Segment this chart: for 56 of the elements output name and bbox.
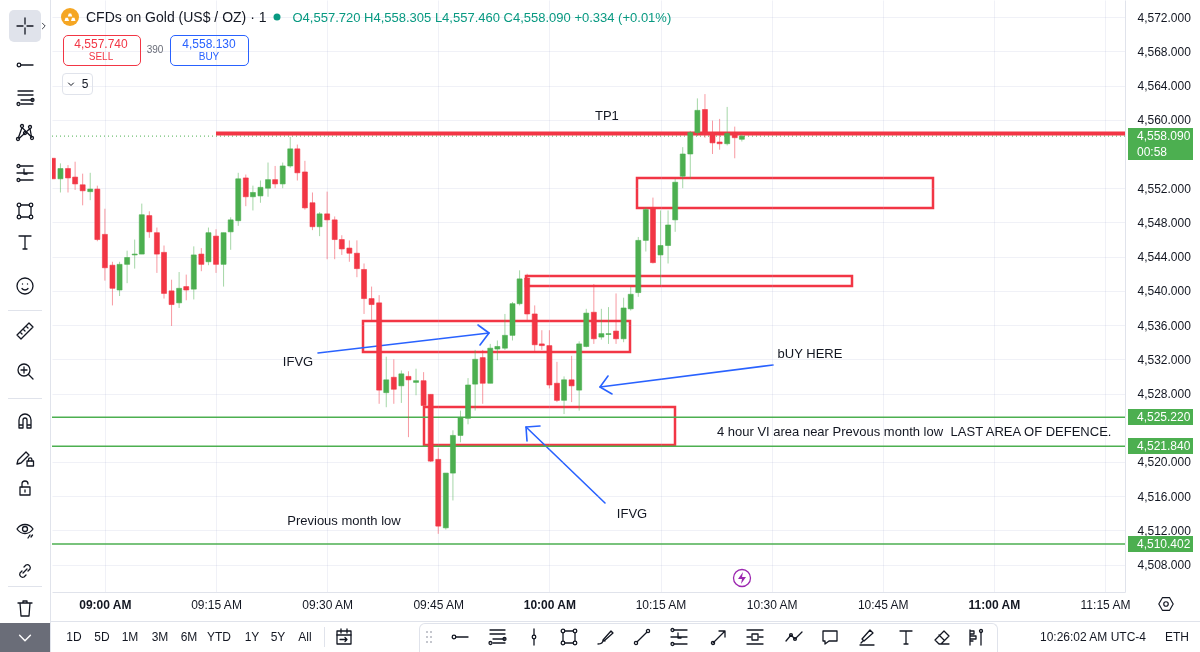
x-tick-label: 11:15 AM — [1080, 597, 1131, 612]
text: 3M — [151, 630, 169, 644]
text: 1D — [66, 630, 82, 644]
y-tick-label: 4,548.000 — [1137, 215, 1192, 230]
annotation: IFVG — [282, 353, 314, 369]
x-tick-label: 11:00 AM — [968, 597, 1021, 612]
x-tick-label: 10:30 AM — [746, 597, 798, 612]
annotation: 4,557.740 — [74, 37, 128, 51]
y-tick-label: 4,544.000 — [1137, 250, 1192, 265]
y-tick-label: 4,572.000 — [1137, 10, 1192, 25]
y-tick-label: 4,564.000 — [1137, 79, 1192, 94]
annotation: 5 — [81, 77, 89, 91]
ref-line-label: 4,521.840 — [1128, 438, 1193, 455]
x-tick-label: 10:45 AM — [857, 597, 909, 612]
annotation: bUY HERE — [777, 345, 843, 361]
text: YTD — [207, 630, 231, 644]
ref-line-label: 4,558.090 — [1128, 128, 1193, 145]
text: CFDs on Gold (US$ / OZ) · 1 — [86, 9, 267, 25]
annotation: 4 hour VI area near Prevous month low — [716, 423, 944, 439]
annotation: 4,558.130 — [182, 37, 236, 51]
y-tick-label: 4,560.000 — [1137, 113, 1192, 128]
ref-line-label: 4,525.220 — [1128, 409, 1193, 426]
text: O4,557.720 H4,558.305 L4,557.460 C4,558.090 +0.334 (+0.01%) — [292, 9, 672, 25]
y-tick-label: 4,568.000 — [1137, 44, 1192, 59]
annotation: Previous month low — [287, 512, 401, 528]
y-tick-label: 4,532.000 — [1137, 352, 1192, 367]
annotation: BUY — [198, 51, 220, 62]
x-tick-label: 09:00 AM — [79, 597, 132, 612]
text: 1Y — [244, 630, 260, 644]
y-tick-label: 4,552.000 — [1137, 181, 1192, 196]
series-label: TP1 — [594, 108, 619, 124]
x-tick-label: 10:15 AM — [635, 597, 687, 612]
x-tick-label: 09:45 AM — [413, 597, 465, 612]
y-tick-label: 4,512.000 — [1137, 523, 1192, 538]
text: 10:26:02 AM UTC-4 — [1039, 630, 1147, 644]
y-tick-label: 4,508.000 — [1137, 558, 1192, 573]
y-tick-label: 4,540.000 — [1137, 284, 1192, 299]
x-tick-label: 10:00 AM — [523, 597, 577, 612]
text: 5D — [94, 630, 110, 644]
y-tick-label: 4,520.000 — [1137, 455, 1192, 470]
ref-line-label: 4,510.402 — [1128, 536, 1193, 553]
text: ETH — [1165, 630, 1189, 644]
annotation: LAST AREA OF DEFENCE. — [950, 423, 1112, 439]
y-tick-label: 4,528.000 — [1137, 387, 1192, 402]
text: 1M — [121, 630, 139, 644]
x-tick-label: 09:30 AM — [302, 597, 353, 612]
annotation: 390 — [146, 44, 164, 55]
y-tick-label: 4,536.000 — [1137, 318, 1192, 333]
text: 5Y — [270, 630, 286, 644]
text: 6M — [180, 630, 198, 644]
text: All — [298, 630, 312, 644]
x-tick-label: 09:15 AM — [191, 597, 242, 612]
text: 00:58 — [1128, 144, 1193, 160]
annotation: SELL — [88, 51, 114, 62]
y-tick-label: 4,516.000 — [1137, 489, 1192, 504]
annotation: IFVG — [616, 505, 648, 521]
